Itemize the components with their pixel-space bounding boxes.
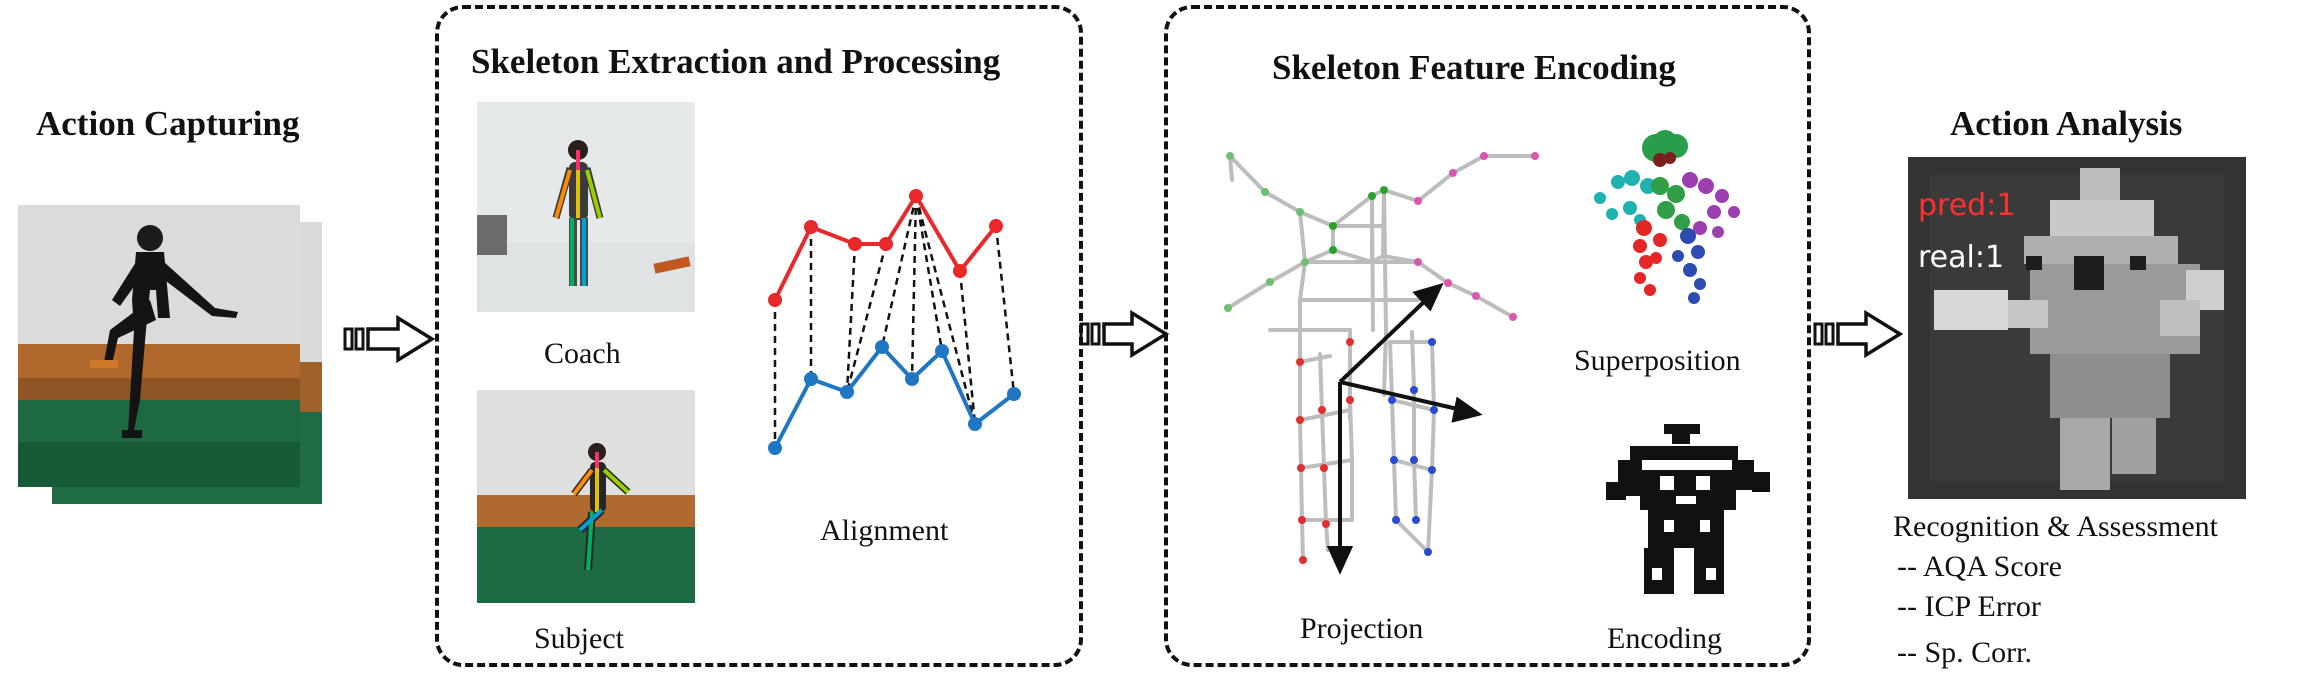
subject-label: Subject bbox=[534, 622, 624, 655]
extraction-title: Skeleton Extraction and Processing bbox=[471, 42, 1001, 81]
encoding-panel bbox=[1164, 5, 1811, 667]
projection-label: Projection bbox=[1300, 612, 1424, 645]
action-capturing-title: Action Capturing bbox=[36, 104, 300, 143]
metric-sp-corr: -- Sp. Corr. bbox=[1897, 636, 2032, 669]
extraction-panel bbox=[435, 5, 1083, 667]
real-label: real:1 bbox=[1918, 240, 2005, 275]
alignment-label: Alignment bbox=[820, 514, 949, 547]
superposition-label: Superposition bbox=[1574, 344, 1741, 377]
pred-label: pred:1 bbox=[1918, 188, 2016, 223]
analysis-title: Action Analysis bbox=[1950, 104, 2183, 143]
result-title: Recognition & Assessment bbox=[1893, 510, 2218, 543]
metric-icp-error: -- ICP Error bbox=[1897, 590, 2041, 623]
coach-label: Coach bbox=[544, 337, 621, 370]
encoding-label: Encoding bbox=[1607, 622, 1722, 655]
metric-aqa-score: -- AQA Score bbox=[1897, 550, 2062, 583]
encoding-title: Skeleton Feature Encoding bbox=[1272, 48, 1676, 87]
